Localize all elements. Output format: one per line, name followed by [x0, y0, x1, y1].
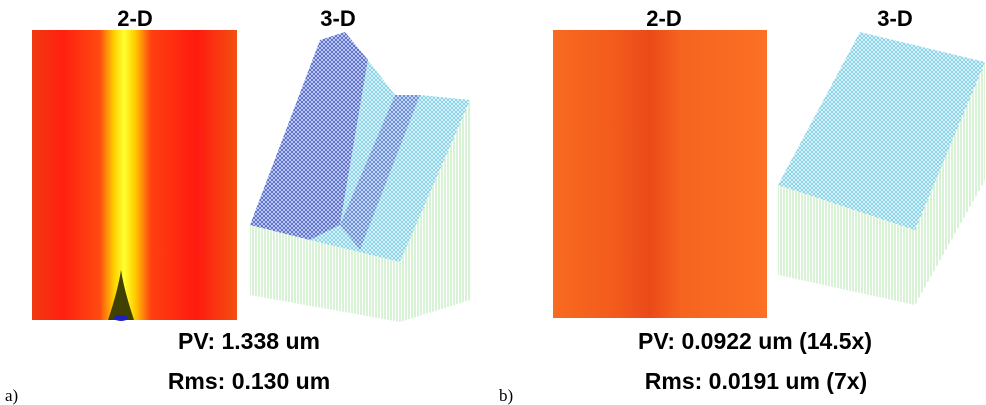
map-2d — [553, 30, 767, 318]
panel-b: 2-D 3-D PV: 0.0922 um (14.5x) Rms: 0.019… — [499, 6, 985, 405]
view-title: 3-D — [320, 6, 355, 31]
pv-value: PV: 0.0922 um (14.5x) — [638, 328, 872, 354]
figure: 2-D 3-D PV: 1.338 um Rms: 0.130 um a) 2-… — [0, 0, 986, 405]
rms-value: Rms: 0.130 um — [168, 368, 330, 394]
map-2d-feature — [114, 315, 128, 321]
panel-label: b) — [499, 386, 513, 405]
map-2d — [32, 30, 237, 320]
view-title: 3-D — [877, 6, 912, 31]
panel-a: 2-D 3-D PV: 1.338 um Rms: 0.130 um a) — [5, 6, 470, 405]
view-title: 2-D — [646, 6, 681, 31]
rms-value: Rms: 0.0191 um (7x) — [645, 368, 867, 394]
pv-value: PV: 1.338 um — [178, 328, 320, 354]
view-title: 2-D — [117, 6, 152, 31]
panel-label: a) — [5, 386, 18, 405]
